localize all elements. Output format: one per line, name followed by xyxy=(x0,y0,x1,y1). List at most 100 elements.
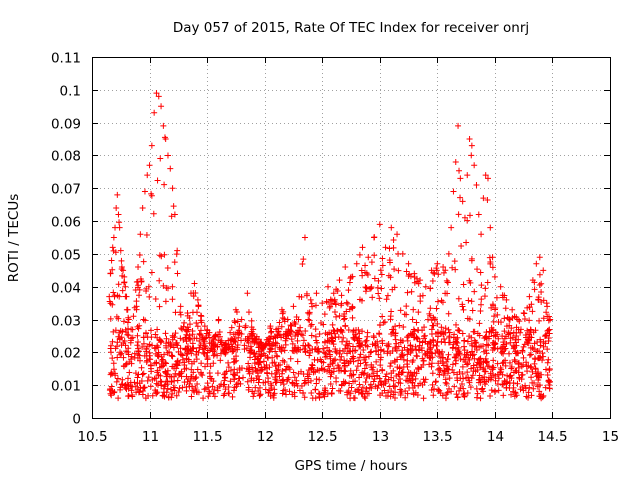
data-point xyxy=(238,316,245,323)
data-point xyxy=(136,252,143,259)
data-point xyxy=(442,376,449,383)
data-point xyxy=(209,383,216,390)
data-point xyxy=(207,375,214,382)
data-point xyxy=(369,294,376,301)
data-point xyxy=(128,335,135,342)
data-point xyxy=(108,383,115,390)
data-point xyxy=(222,386,229,393)
data-point xyxy=(193,356,200,363)
data-point xyxy=(492,373,499,380)
data-point xyxy=(543,309,550,316)
data-point xyxy=(234,318,241,325)
data-point xyxy=(438,338,445,345)
data-point xyxy=(407,342,414,349)
data-point xyxy=(251,360,258,367)
data-point xyxy=(148,269,155,276)
x-tick-label: 11.5 xyxy=(192,429,222,445)
data-point xyxy=(524,304,531,311)
data-point xyxy=(457,175,464,182)
data-point xyxy=(175,372,182,379)
data-point xyxy=(436,365,443,372)
data-point xyxy=(346,372,353,379)
data-point xyxy=(374,372,381,379)
chart-title: Day 057 of 2015, Rate Of TEC Index for r… xyxy=(173,20,529,36)
data-point xyxy=(276,319,283,326)
data-point xyxy=(413,335,420,342)
data-point xyxy=(377,378,384,385)
data-point xyxy=(309,361,316,368)
data-point xyxy=(172,330,179,337)
data-point xyxy=(316,331,323,338)
data-point xyxy=(539,357,546,364)
data-point xyxy=(409,384,416,391)
data-point xyxy=(531,340,538,347)
data-point xyxy=(520,387,527,394)
data-point xyxy=(349,347,356,354)
data-point xyxy=(291,393,298,400)
data-point xyxy=(477,308,484,315)
data-point xyxy=(149,342,156,349)
data-point xyxy=(397,380,404,387)
data-point xyxy=(503,296,510,303)
data-point xyxy=(501,328,508,335)
data-point xyxy=(527,327,534,334)
data-point xyxy=(364,390,371,397)
data-point xyxy=(120,354,127,361)
data-point xyxy=(427,312,434,319)
data-point xyxy=(371,252,378,259)
data-point xyxy=(265,375,272,382)
data-point xyxy=(291,382,298,389)
data-point xyxy=(185,356,192,363)
data-point xyxy=(409,379,416,386)
data-point xyxy=(453,357,460,364)
data-point xyxy=(291,320,298,327)
data-point xyxy=(196,345,203,352)
data-point xyxy=(386,383,393,390)
data-point xyxy=(125,393,132,400)
data-point xyxy=(534,383,541,390)
data-point xyxy=(181,366,188,373)
data-point xyxy=(387,363,394,370)
data-point xyxy=(359,272,366,279)
data-point xyxy=(490,332,497,339)
data-point xyxy=(509,334,516,341)
data-point xyxy=(407,370,414,377)
data-point xyxy=(386,257,393,264)
data-point xyxy=(225,364,232,371)
data-point xyxy=(390,244,397,251)
data-point xyxy=(166,348,173,355)
data-point xyxy=(535,355,542,362)
data-point xyxy=(248,317,255,324)
y-tick-label: 0.05 xyxy=(51,248,81,264)
data-point xyxy=(193,351,200,358)
data-point xyxy=(279,368,286,375)
data-point xyxy=(112,345,119,352)
data-point xyxy=(167,340,174,347)
data-point xyxy=(451,354,458,361)
data-point xyxy=(514,349,521,356)
data-point xyxy=(141,352,148,359)
data-point xyxy=(147,383,154,390)
data-point xyxy=(245,360,252,367)
data-point xyxy=(409,358,416,365)
data-point xyxy=(347,367,354,374)
data-point xyxy=(327,355,334,362)
data-point xyxy=(176,385,183,392)
data-point xyxy=(375,351,382,358)
data-point xyxy=(404,357,411,364)
data-point xyxy=(350,371,357,378)
data-point xyxy=(282,386,289,393)
data-point xyxy=(441,335,448,342)
data-point xyxy=(536,317,543,324)
data-point xyxy=(266,387,273,394)
data-point xyxy=(435,386,442,393)
data-point xyxy=(403,311,410,318)
data-point xyxy=(229,393,236,400)
data-point xyxy=(236,323,243,330)
data-point xyxy=(487,224,494,231)
data-point xyxy=(215,337,222,344)
data-point xyxy=(356,251,363,258)
data-point xyxy=(356,354,363,361)
data-point xyxy=(537,342,544,349)
data-point xyxy=(229,343,236,350)
